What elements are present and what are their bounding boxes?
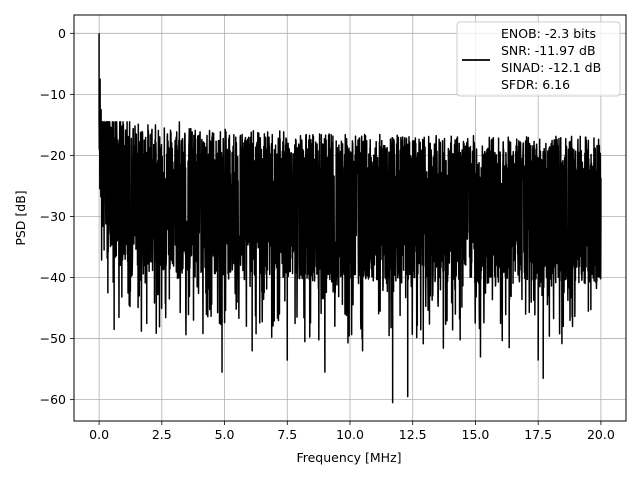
y-tick-label: −40 — [40, 270, 66, 285]
x-tick-label: 5.0 — [215, 427, 235, 442]
x-tick-label: 15.0 — [462, 427, 490, 442]
legend-box — [456, 21, 621, 97]
legend-sinad: SINAD: -12.1 dB — [501, 60, 601, 75]
y-axis-ticks: 0 −10 −20 −30 −40 −50 −60 — [40, 26, 74, 407]
legend: ENOB: -2.3 bits SNR: -11.97 dB SINAD: -1… — [456, 21, 621, 97]
y-tick-label: −10 — [40, 87, 66, 102]
x-tick-label: 20.0 — [587, 427, 615, 442]
x-tick-label: 12.5 — [399, 427, 427, 442]
y-axis-label: PSD [dB] — [13, 190, 28, 245]
series-group — [98, 33, 602, 404]
x-tick-label: 0.0 — [89, 427, 109, 442]
x-tick-label: 7.5 — [277, 427, 297, 442]
x-tick-label: 2.5 — [152, 427, 172, 442]
legend-snr: SNR: -11.97 dB — [501, 43, 596, 58]
legend-enob: ENOB: -2.3 bits — [501, 26, 596, 41]
x-axis-label: Frequency [MHz] — [296, 450, 401, 465]
y-tick-label: −50 — [40, 331, 66, 346]
psd-series-line — [98, 33, 602, 404]
y-tick-label: −30 — [40, 209, 66, 224]
x-axis-ticks: 0.0 2.5 5.0 7.5 10.0 12.5 15.0 17.5 20.0 — [89, 421, 615, 442]
x-tick-label: 10.0 — [336, 427, 364, 442]
plot-area — [98, 33, 602, 404]
y-tick-label: −20 — [40, 148, 66, 163]
y-tick-label: 0 — [58, 26, 66, 41]
x-tick-label: 17.5 — [524, 427, 552, 442]
y-tick-label: −60 — [40, 392, 66, 407]
legend-sfdr: SFDR: 6.16 — [501, 77, 570, 92]
